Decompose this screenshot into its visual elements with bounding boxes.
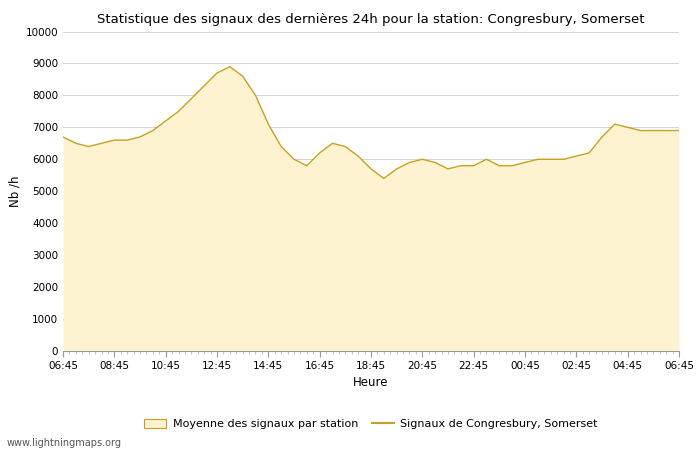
X-axis label: Heure: Heure: [354, 376, 388, 389]
Title: Statistique des signaux des dernières 24h pour la station: Congresbury, Somerset: Statistique des signaux des dernières 24…: [97, 13, 645, 26]
Legend: Moyenne des signaux par station, Signaux de Congresbury, Somerset: Moyenne des signaux par station, Signaux…: [139, 414, 603, 433]
Text: www.lightningmaps.org: www.lightningmaps.org: [7, 438, 122, 448]
Y-axis label: Nb /h: Nb /h: [8, 176, 21, 207]
